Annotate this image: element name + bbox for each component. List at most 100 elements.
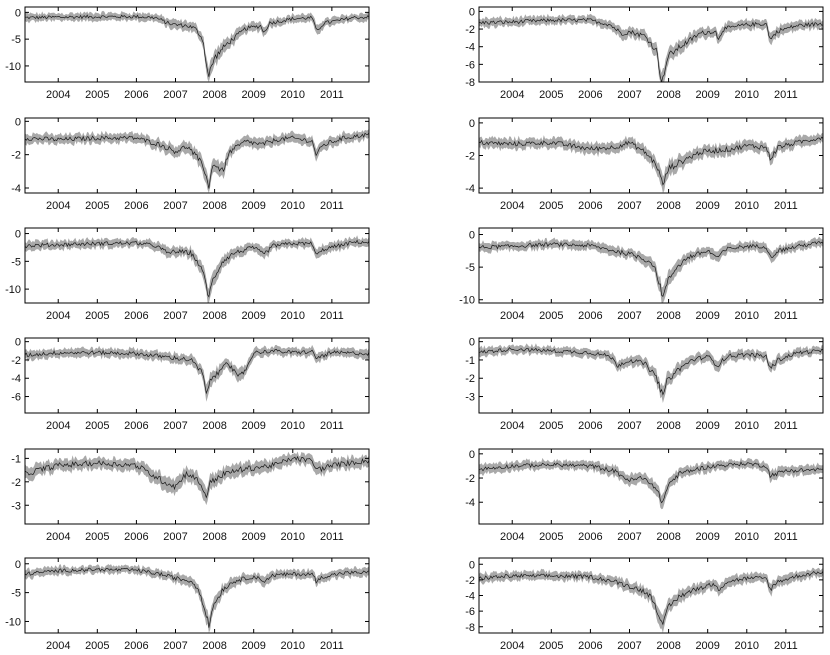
x-tick-label: 2008 [202, 89, 226, 101]
y-tick-label: -10 [5, 284, 21, 296]
axes-frame [24, 337, 370, 414]
x-tick-label: 2007 [617, 420, 641, 432]
x-tick-label: 2005 [85, 531, 109, 543]
axes-frame [24, 117, 370, 194]
x-tick-label: 2011 [774, 531, 798, 543]
x-tick-label: 2010 [735, 420, 759, 432]
x-tick-label: 2007 [617, 310, 641, 322]
axes-frame [24, 227, 370, 304]
confidence-band [25, 235, 369, 303]
y-tick-label: -5 [11, 256, 21, 268]
y-tick-label: 0 [469, 559, 475, 571]
confidence-band [479, 13, 823, 82]
axes-frame [478, 337, 824, 414]
x-tick-label: 2010 [735, 310, 759, 322]
y-tick-label: -2 [11, 355, 21, 367]
x-tick-label: 2008 [656, 89, 680, 101]
series-line [24, 455, 370, 499]
y-tick-label: 0 [15, 7, 21, 19]
x-tick-label: 2004 [500, 531, 524, 543]
x-tick-label: 2006 [124, 200, 148, 212]
panel-4-2: 0 -1 -2 -3 2004 2005 2006 2007 2008 2009 2010 2011 [465, 337, 824, 432]
x-tick-label: 2008 [202, 420, 226, 432]
confidence-band [479, 343, 823, 403]
x-tick-label: 2004 [500, 89, 524, 101]
x-tick-label: 2008 [202, 200, 226, 212]
confidence-band [25, 128, 369, 193]
y-tick-label: -2 [465, 473, 475, 485]
x-tick-label: 2007 [163, 640, 187, 652]
x-tick-label: 2011 [774, 89, 798, 101]
x-tick-label: 2004 [500, 640, 524, 652]
series-line [24, 348, 370, 395]
y-tick-label: 0 [469, 118, 475, 130]
x-tick-label: 2008 [202, 531, 226, 543]
x-tick-label: 2009 [695, 200, 719, 212]
series-line [24, 132, 370, 189]
x-tick-label: 2005 [85, 89, 109, 101]
x-tick-label: 2006 [124, 640, 148, 652]
x-tick-label: 2009 [695, 89, 719, 101]
y-tick-label: -1 [11, 453, 21, 465]
x-tick-label: 2011 [320, 89, 344, 101]
confidence-band [479, 132, 823, 193]
series-line [24, 567, 370, 628]
axes-frame [24, 6, 370, 83]
series-line [25, 14, 370, 77]
x-tick-label: 2009 [241, 531, 265, 543]
x-tick-label: 2006 [578, 310, 602, 322]
y-tick-label: 0 [469, 337, 475, 349]
y-tick-label: -4 [465, 42, 475, 54]
series-line [478, 240, 824, 298]
y-tick-label: -5 [465, 262, 475, 274]
y-tick-label: -4 [465, 183, 475, 195]
y-tick-label: -2 [465, 575, 475, 587]
x-tick-label: 2005 [85, 640, 109, 652]
y-tick-label: -6 [465, 606, 475, 618]
x-tick-label: 2008 [202, 640, 226, 652]
x-tick-label: 2010 [281, 200, 305, 212]
x-tick-label: 2009 [241, 89, 265, 101]
y-tick-label: -2 [465, 24, 475, 36]
x-tick-label: 2008 [656, 531, 680, 543]
series-line [478, 18, 824, 83]
x-tick-label: 2007 [163, 200, 187, 212]
x-tick-label: 2009 [241, 420, 265, 432]
x-tick-label: 2008 [202, 310, 226, 322]
y-tick-label: -8 [465, 622, 475, 634]
x-tick-label: 2011 [774, 310, 798, 322]
x-tick-label: 2009 [695, 420, 719, 432]
confidence-band [479, 457, 823, 510]
y-tick-label: -2 [11, 150, 21, 162]
y-tick-label: -2 [465, 373, 475, 385]
series-line [478, 136, 824, 186]
x-tick-label: 2010 [281, 640, 305, 652]
x-tick-label: 2004 [46, 89, 70, 101]
axes-frame [24, 448, 370, 525]
confidence-band [25, 564, 369, 633]
x-tick-label: 2006 [578, 640, 602, 652]
y-tick-label: -3 [11, 500, 21, 512]
y-tick-label: -10 [459, 295, 475, 307]
x-tick-label: 2004 [46, 200, 70, 212]
y-tick-label: -6 [465, 59, 475, 71]
x-tick-label: 2010 [735, 89, 759, 101]
x-tick-label: 2008 [656, 310, 680, 322]
x-tick-label: 2011 [320, 531, 344, 543]
y-tick-label: 0 [15, 559, 21, 571]
x-tick-label: 2005 [85, 420, 109, 432]
x-tick-label: 2009 [241, 640, 265, 652]
x-tick-label: 2006 [124, 420, 148, 432]
x-tick-label: 2009 [695, 310, 719, 322]
x-tick-label: 2011 [774, 640, 798, 652]
x-tick-label: 2004 [500, 200, 524, 212]
x-tick-label: 2010 [281, 310, 305, 322]
x-tick-label: 2004 [500, 310, 524, 322]
x-tick-label: 2009 [241, 200, 265, 212]
x-tick-label: 2009 [695, 640, 719, 652]
x-tick-label: 2007 [617, 640, 641, 652]
x-tick-label: 2007 [163, 531, 187, 543]
axes-frame [478, 6, 824, 83]
axes-frame [478, 227, 824, 304]
